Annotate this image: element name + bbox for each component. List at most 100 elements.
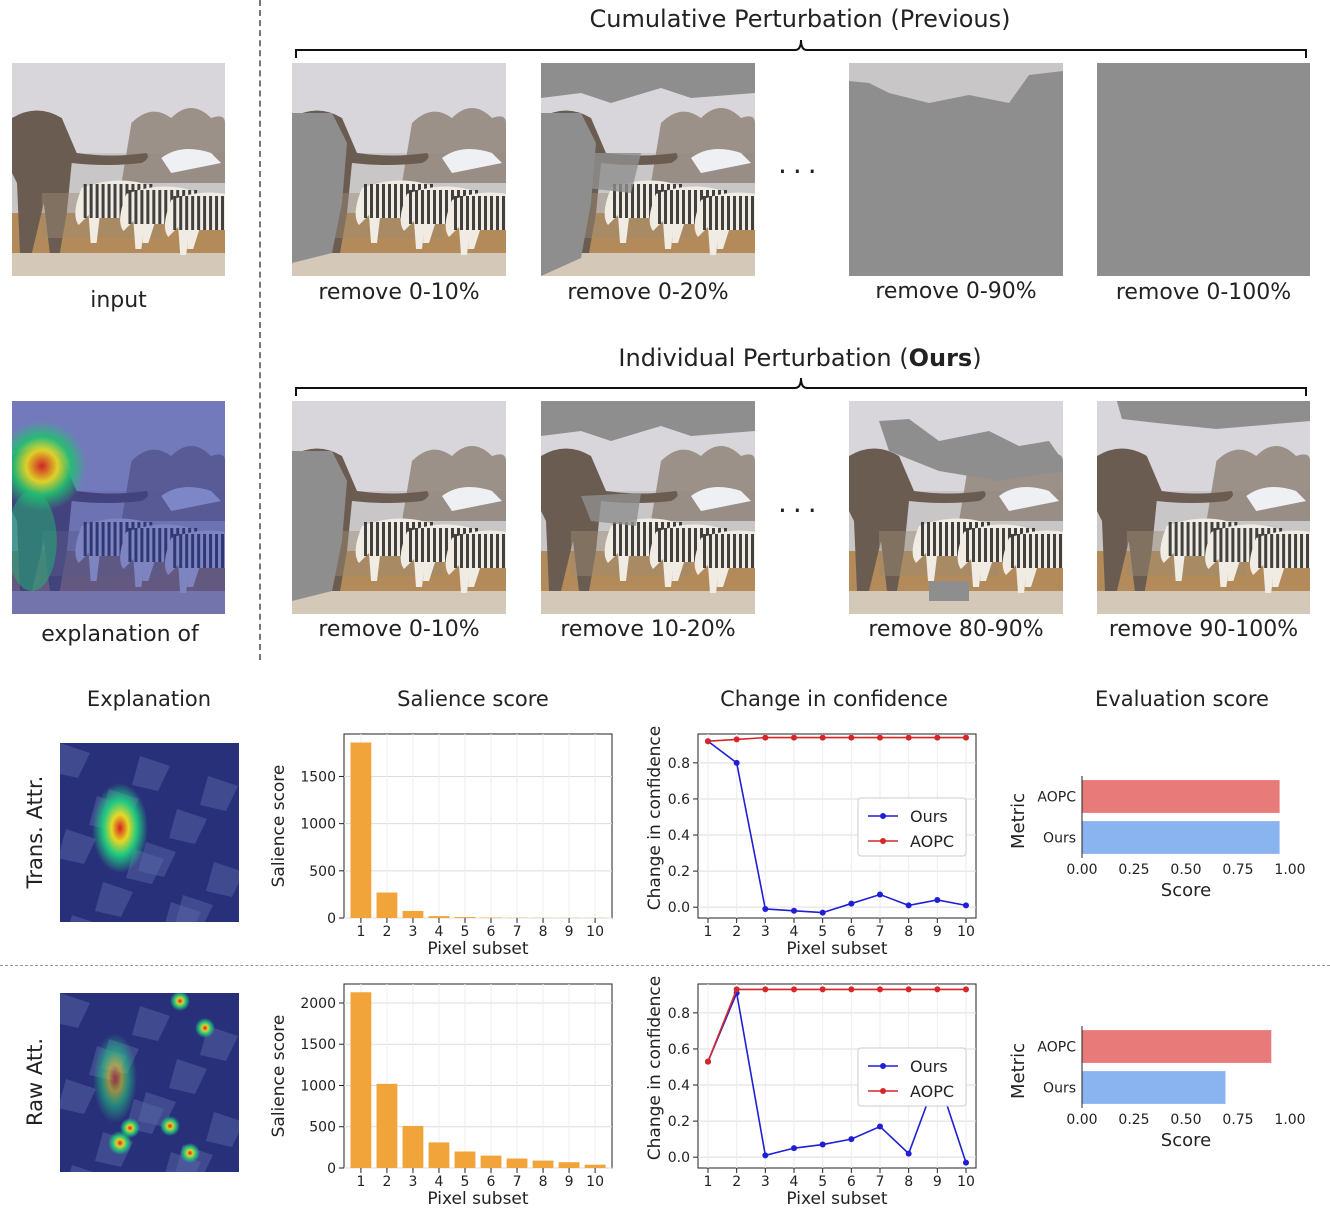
y-tick-label: 0.8 — [668, 756, 690, 772]
trans-attr-heatmap — [60, 743, 239, 922]
cumulative-brace — [295, 39, 1307, 58]
individual-brace — [295, 377, 1307, 396]
x-tick-label: 6 — [487, 924, 496, 940]
bar — [376, 1083, 398, 1168]
series-line-aopc — [707, 988, 966, 1062]
x-tick-label: 0.00 — [1066, 862, 1097, 878]
col-title-salience: Salience score — [397, 687, 549, 711]
x-tick-label: 5 — [461, 1174, 470, 1190]
y-tick-label: 1500 — [300, 1037, 336, 1053]
x-tick-label: 2 — [732, 924, 741, 940]
point-aopc — [905, 986, 912, 993]
plot-frame — [343, 733, 613, 919]
point-ours — [934, 896, 941, 903]
confidence-chart-trans: 0.0 0.2 0.4 0.6 0.8 1 2 3 4 5 6 7 8 9 10 Ours AOPC Pixel … — [645, 726, 977, 959]
bar — [350, 992, 372, 1168]
x-tick-label: 1 — [356, 1174, 365, 1190]
hbar-ours — [1082, 821, 1280, 854]
point-aopc — [733, 736, 740, 743]
x-tick-label: 4 — [435, 924, 444, 940]
point-ours — [848, 1136, 855, 1143]
point-ours — [963, 1159, 969, 1166]
series-line-aopc — [707, 736, 966, 743]
y-tick-label: AOPC — [1037, 790, 1076, 806]
x-tick-label: 7 — [513, 1174, 522, 1190]
x-tick-label: 4 — [790, 1174, 799, 1190]
y-tick-label: 500 — [309, 864, 336, 880]
x-tick-label: 1.00 — [1274, 862, 1305, 878]
x-tick-label: 7 — [876, 1174, 885, 1190]
bar — [428, 1142, 450, 1168]
x-tick-label: 0.50 — [1170, 1112, 1201, 1128]
individual-title-prefix: Individual Perturbation ( — [618, 344, 909, 372]
y-axis-label: Change in confidence — [645, 726, 665, 910]
x-tick-label: 0.50 — [1170, 862, 1201, 878]
bar — [428, 916, 450, 918]
y-tick-label: 1000 — [300, 1078, 336, 1094]
individual-image-4 — [1097, 401, 1310, 614]
x-tick-label: 10 — [586, 924, 604, 940]
x-tick-label: 1 — [704, 1174, 713, 1190]
point-ours — [733, 759, 740, 766]
point-aopc — [905, 734, 912, 741]
point-ours — [905, 902, 912, 909]
legend-label: AOPC — [910, 1082, 954, 1101]
bar — [402, 910, 424, 918]
individual-image-1 — [292, 401, 506, 614]
y-tick-label: 1000 — [300, 817, 336, 833]
x-tick-label: 4 — [790, 924, 799, 940]
x-axis-label: Pixel subset — [786, 1189, 887, 1209]
legend-marker — [880, 1088, 886, 1094]
col-title-explanation: Explanation — [86, 687, 212, 711]
row-label-trans-attr: Trans. Attr. — [23, 775, 47, 889]
cumulative-caption-3: remove 0-90% — [875, 279, 1037, 304]
legend-marker — [880, 838, 886, 844]
x-tick-label: 9 — [933, 924, 942, 940]
point-ours — [848, 900, 855, 907]
x-tick-label: 0.75 — [1222, 1112, 1253, 1128]
point-aopc — [733, 986, 740, 993]
x-tick-label: 7 — [876, 924, 885, 940]
legend-label: Ours — [910, 807, 948, 826]
legend-label: Ours — [910, 1057, 948, 1076]
x-tick-label: 6 — [487, 1174, 496, 1190]
point-aopc — [705, 1058, 711, 1065]
point-ours — [762, 1152, 769, 1159]
explanation-caption: explanation of — [41, 622, 199, 647]
salience-chart-trans: 0 500 1000 1500 1 2 3 4 5 6 7 8 9 10 Pixel subset Salie… — [269, 733, 613, 959]
input-image — [12, 63, 225, 276]
point-ours — [963, 902, 969, 909]
y-tick-label: 500 — [309, 1120, 336, 1136]
x-axis-label: Pixel subset — [786, 939, 887, 959]
bar — [480, 1155, 502, 1168]
individual-caption-4: remove 90-100% — [1108, 617, 1299, 642]
individual-caption-3: remove 80-90% — [868, 617, 1044, 642]
series-line-ours — [707, 740, 967, 914]
y-axis-label: Salience score — [269, 1015, 289, 1138]
bar — [506, 1158, 528, 1168]
x-tick-label: 0.75 — [1222, 862, 1253, 878]
cumulative-caption-1: remove 0-10% — [318, 280, 480, 305]
point-aopc — [705, 738, 711, 745]
point-aopc — [963, 986, 969, 993]
individual-title-suffix: ) — [972, 344, 982, 372]
salience-chart-raw: 0 500 1000 1500 2000 1 2 3 4 5 6 7 8 9 10 Pixel subset S… — [269, 983, 613, 1209]
bar — [402, 1125, 424, 1168]
horizontal-divider — [0, 965, 1330, 966]
confidence-chart-raw: 0.0 0.2 0.4 0.6 0.8 1 2 3 4 5 6 7 8 9 10 Ours AOPC Pixel … — [645, 976, 977, 1209]
col-title-confidence: Change in confidence — [720, 687, 948, 711]
x-tick-label: 0.25 — [1118, 862, 1149, 878]
point-aopc — [791, 734, 797, 741]
raw-att-heatmap — [60, 993, 239, 1172]
x-tick-label: 5 — [818, 924, 827, 940]
point-aopc — [762, 986, 769, 993]
x-tick-label: 5 — [818, 1174, 827, 1190]
point-ours — [877, 891, 883, 898]
x-tick-label: 4 — [435, 1174, 444, 1190]
x-tick-label: 7 — [513, 924, 522, 940]
cumulative-image-4 — [1097, 63, 1310, 276]
y-tick-label: 1500 — [300, 769, 336, 785]
x-tick-label: 3 — [761, 924, 770, 940]
hbar-aopc — [1082, 1030, 1272, 1063]
individual-title-bold: Ours — [908, 344, 973, 372]
